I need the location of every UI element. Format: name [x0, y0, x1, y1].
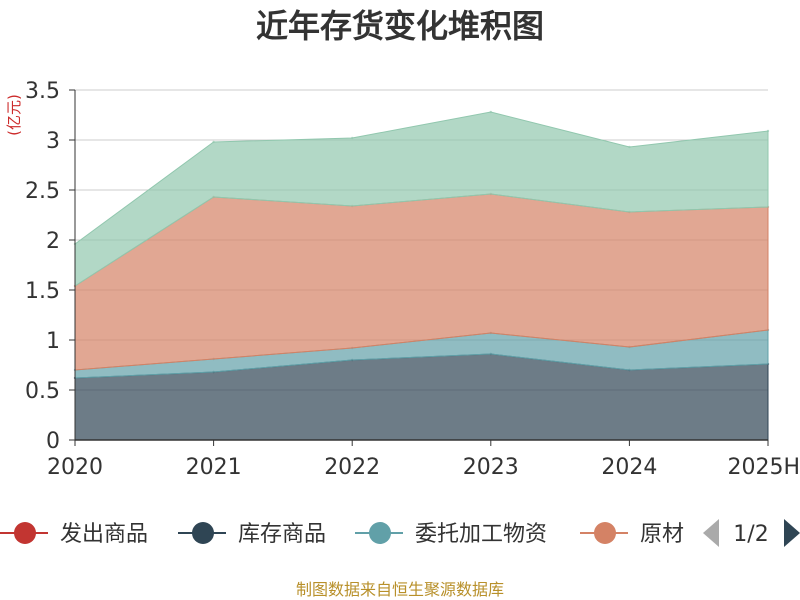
- data-point: [351, 136, 354, 140]
- x-tick-label: 2022: [324, 455, 380, 480]
- data-point: [212, 140, 215, 144]
- legend-item[interactable]: 委托加工物资: [355, 522, 547, 547]
- legend-item[interactable]: 发出商品: [0, 522, 148, 547]
- y-tick-label: 0.5: [25, 379, 60, 404]
- legend-marker-icon: [192, 522, 214, 544]
- legend-item[interactable]: 原材料: [580, 522, 706, 547]
- y-tick-label: 1: [46, 329, 60, 354]
- legend-marker-icon: [594, 522, 616, 544]
- legend-marker-icon: [14, 522, 36, 544]
- legend-next-page-icon[interactable]: [784, 519, 800, 547]
- legend-label: 发出商品: [60, 522, 148, 547]
- chart-title: 近年存货变化堆积图: [256, 7, 544, 45]
- axes: 0 0.5 1 1.5 2 2.5 3 3.5 2020 2021 2022 2023 2024 2025…: [25, 79, 800, 480]
- legend-item[interactable]: 库存商品: [178, 522, 326, 547]
- y-tick-label: 3: [46, 129, 60, 154]
- y-tick-label: 3.5: [25, 79, 60, 104]
- stacked-areas: [73, 110, 770, 441]
- x-tick-label: 2024: [601, 455, 657, 480]
- legend: 发出商品 库存商品 委托加工物资 原材料 1/2: [0, 519, 800, 547]
- legend-label: 原材料: [640, 522, 706, 547]
- legend-label: 库存商品: [238, 522, 326, 547]
- y-tick-label: 2.5: [25, 179, 60, 204]
- data-source-note: 制图数据来自恒生聚源数据库: [296, 580, 504, 599]
- y-tick-label: 1.5: [25, 279, 60, 304]
- legend-prev-page-icon[interactable]: [703, 519, 719, 547]
- x-tick-label: 2021: [186, 455, 242, 480]
- x-tick-label: 2025H: [727, 455, 800, 480]
- y-tick-label: 2: [46, 229, 60, 254]
- data-point: [628, 145, 631, 149]
- x-tick-label: 2023: [463, 455, 519, 480]
- legend-label: 委托加工物资: [415, 522, 547, 547]
- data-point: [766, 129, 770, 133]
- legend-marker-icon: [369, 522, 391, 544]
- legend-page-indicator: 1/2: [733, 522, 768, 547]
- x-tick-label: 2020: [47, 455, 103, 480]
- data-point: [489, 110, 492, 114]
- y-tick-label: 0: [46, 429, 60, 454]
- y-axis-unit-label: (亿元): [5, 94, 23, 136]
